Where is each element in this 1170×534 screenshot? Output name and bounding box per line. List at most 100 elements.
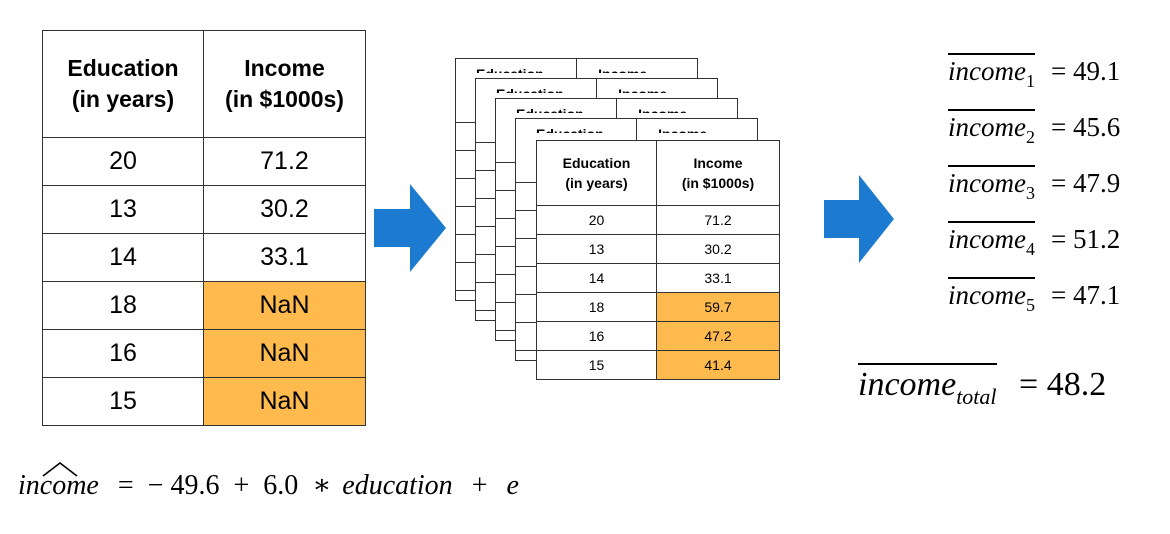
sheet-row-line xyxy=(476,282,496,283)
mean-word: income xyxy=(948,56,1026,86)
imputed-mean-3: income3 = 47.9 xyxy=(948,165,1120,204)
mean-sub: 3 xyxy=(1025,183,1035,203)
mean-sub: 1 xyxy=(1025,71,1035,91)
income-cell: 33.1 xyxy=(203,233,366,282)
education-cell: 13 xyxy=(536,234,657,264)
mean-label: income3 xyxy=(948,165,1035,203)
sheet-header-peek: Education Income xyxy=(516,107,687,113)
table-row: 13 30.2 xyxy=(536,234,780,264)
income-cell: 41.4 xyxy=(656,350,780,380)
education-header: Education (in years) xyxy=(42,30,204,138)
sheet-row-line xyxy=(476,310,496,311)
sheet-row-line xyxy=(496,162,516,163)
education-cell: 16 xyxy=(42,329,204,378)
table-row: 13 30.2 xyxy=(42,185,366,234)
sheet-row-line xyxy=(476,170,496,171)
pooled-mean-label: incometotal xyxy=(858,363,997,409)
table-row: 14 33.1 xyxy=(42,233,366,282)
income-cell: 30.2 xyxy=(203,185,366,234)
table-row: 14 33.1 xyxy=(536,263,780,293)
income-cell: 71.2 xyxy=(203,137,366,186)
income-header: Income (in $1000s) xyxy=(203,30,366,138)
sheet-row-line xyxy=(476,254,496,255)
imputed-mean-1: income1 = 49.1 xyxy=(948,53,1121,92)
formula-variable: education xyxy=(342,470,453,501)
mean-word: income xyxy=(948,224,1026,254)
income-header: Income (in $1000s) xyxy=(656,140,780,206)
income-cell: 47.2 xyxy=(656,321,780,351)
income-header-line1: Income xyxy=(244,55,325,81)
sheet-row-line xyxy=(476,198,496,199)
sheet-row-line xyxy=(496,218,516,219)
sheet-row-line xyxy=(496,246,516,247)
mean-label: income4 xyxy=(948,221,1035,259)
education-cell: 15 xyxy=(42,377,204,426)
mean-value: = 45.6 xyxy=(1050,112,1121,142)
sheet-header-peek: Education Income xyxy=(496,87,667,93)
sheet-row-line xyxy=(516,210,536,211)
imputed-mean-2: income2 = 45.6 xyxy=(948,109,1121,148)
pooled-mean: incometotal = 48.2 xyxy=(858,363,1107,410)
sheet-row-line xyxy=(516,294,536,295)
sheet-row-line xyxy=(516,322,536,323)
sheet-row-line xyxy=(456,178,476,179)
mean-word: income xyxy=(948,112,1026,142)
mean-value: = 49.1 xyxy=(1050,56,1121,86)
table-row: 16 47.2 xyxy=(536,321,780,351)
sheet-row-line xyxy=(456,262,476,263)
income-cell: NaN xyxy=(203,377,366,426)
right-arrow-icon xyxy=(824,175,894,263)
mean-word: income xyxy=(948,280,1026,310)
education-cell: 18 xyxy=(42,281,204,330)
education-header-line1: Education xyxy=(562,155,631,171)
pooled-mean-word: income xyxy=(858,366,957,403)
formula-coefficients: = − 49.6 + 6.0 ∗ xyxy=(117,470,332,501)
education-cell: 20 xyxy=(536,205,657,235)
table-row: 20 71.2 xyxy=(536,205,780,235)
sheet-header-peek: Education Income xyxy=(476,67,647,73)
hat-icon xyxy=(42,461,78,477)
sheet-row-line xyxy=(516,182,536,183)
formula-lhs: income xyxy=(18,470,99,501)
income-cell: 59.7 xyxy=(656,292,780,322)
mean-sub: 4 xyxy=(1025,239,1035,259)
imputed-mean-4: income4 = 51.2 xyxy=(948,221,1121,260)
imputed-data-table: Education (in years) Income (in $1000s) … xyxy=(536,140,780,380)
education-header-line1: Education xyxy=(67,55,179,81)
mean-word: income xyxy=(948,168,1026,198)
table-row: 18 NaN xyxy=(42,281,366,330)
sheet-row-line xyxy=(456,150,476,151)
education-header-line2: (in years) xyxy=(71,86,175,112)
sheet-row-line xyxy=(456,234,476,235)
income-header-line2: (in $1000s) xyxy=(225,86,344,112)
mean-label: income2 xyxy=(948,109,1035,147)
income-cell: NaN xyxy=(203,281,366,330)
sheet-row-line xyxy=(476,142,496,143)
table-row: 20 71.2 xyxy=(42,137,366,186)
sheet-header-peek: Education Income xyxy=(536,127,707,133)
sheet-row-line xyxy=(456,122,476,123)
sheet-row-line xyxy=(476,226,496,227)
mean-value: = 51.2 xyxy=(1050,224,1121,254)
income-cell: NaN xyxy=(203,329,366,378)
formula-plus: + xyxy=(471,470,488,501)
education-cell: 20 xyxy=(42,137,204,186)
table-header-row: Education (in years) Income (in $1000s) xyxy=(536,140,780,206)
table-header-row: Education (in years) Income (in $1000s) xyxy=(42,30,366,138)
mean-label: income5 xyxy=(948,277,1035,315)
sheet-row-line xyxy=(496,274,516,275)
education-cell: 13 xyxy=(42,185,204,234)
income-cell: 30.2 xyxy=(656,234,780,264)
formula-error-term: e xyxy=(506,470,519,501)
pooled-mean-value: = 48.2 xyxy=(1019,366,1107,403)
right-arrow-icon xyxy=(374,184,446,272)
income-hat: income xyxy=(18,461,99,502)
sheet-row-line xyxy=(456,290,476,291)
income-header-line1: Income xyxy=(693,155,743,171)
mean-sub: 2 xyxy=(1025,127,1035,147)
education-cell: 15 xyxy=(536,350,657,380)
original-data-table: Education (in years) Income (in $1000s) … xyxy=(42,30,366,426)
education-cell: 18 xyxy=(536,292,657,322)
mean-label: income1 xyxy=(948,53,1035,91)
sheet-row-line xyxy=(516,238,536,239)
